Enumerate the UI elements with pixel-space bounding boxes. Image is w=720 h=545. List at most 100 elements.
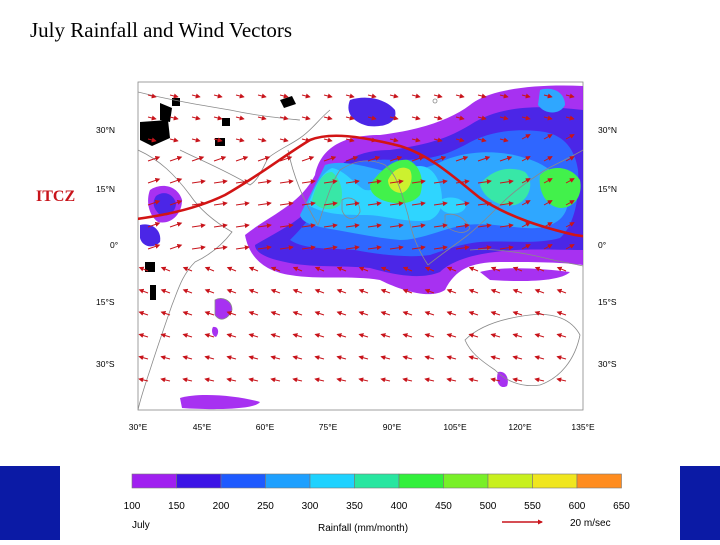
colorbar-cell <box>576 473 622 489</box>
wind-arrow <box>411 223 426 229</box>
wind-arrow <box>490 311 501 316</box>
wind-arrow <box>521 200 531 206</box>
wind-arrow <box>279 155 293 162</box>
wind-arrow <box>477 155 491 162</box>
wind-arrow <box>402 266 413 272</box>
wind-arrow <box>213 201 228 207</box>
wind-arrow <box>336 355 347 361</box>
wind-arrow <box>468 355 479 361</box>
wind-arrow <box>424 333 435 338</box>
wind-arrow <box>543 200 553 206</box>
wind-arrow <box>226 333 237 338</box>
wind-arrow <box>270 333 281 338</box>
wind-arrow <box>182 288 193 294</box>
wind-arrow <box>490 333 501 338</box>
wind-arrow <box>433 155 447 162</box>
wind-arrow <box>380 311 391 316</box>
colorbar-cell <box>131 473 177 489</box>
wind-arrow <box>160 311 171 316</box>
wind-arrow <box>235 201 250 207</box>
wind-arrow <box>279 93 289 99</box>
wind-arrow <box>213 115 223 121</box>
wind-arrow <box>455 223 470 229</box>
wind-arrow <box>138 311 149 316</box>
wind-arrow <box>411 245 426 251</box>
wind-arrow <box>521 244 531 250</box>
wind-arrow <box>477 179 492 185</box>
wind-arrow <box>402 355 413 361</box>
wind-arrow <box>543 156 553 162</box>
wind-arrow <box>402 311 413 316</box>
wind-arrow <box>301 223 316 229</box>
wind-arrow <box>213 245 228 251</box>
wind-arrow <box>301 201 316 207</box>
wind-arrow <box>270 266 281 272</box>
lon-label: 60°E <box>256 422 275 432</box>
wind-arrow <box>314 333 325 338</box>
wind-arrow <box>248 333 259 338</box>
wind-arrow <box>367 201 382 207</box>
colorbar-ticks: 100 150 200 250 300 350 400 450 500 550 600 650 <box>124 501 631 512</box>
wind-arrow <box>565 93 575 99</box>
wind-arrow <box>160 333 171 338</box>
wind-arrow <box>565 200 575 206</box>
wind-arrow <box>389 201 404 207</box>
wind-arrow <box>543 244 553 250</box>
wind-arrow <box>477 93 487 99</box>
wind-arrow <box>301 115 311 121</box>
wind-arrow <box>367 223 382 229</box>
wind-arrow <box>490 377 501 383</box>
wind-arrow <box>433 179 448 185</box>
colorbar-cells <box>131 473 622 489</box>
wind-arrow <box>147 199 161 206</box>
wind-arrow <box>477 223 492 229</box>
wind-arrow <box>235 155 249 162</box>
wind-arrow <box>226 355 237 361</box>
wind-arrow <box>257 93 267 99</box>
wind-arrow <box>147 93 157 99</box>
wind-arrow <box>521 178 531 184</box>
wind-arrow <box>235 245 250 251</box>
wind-arrow <box>512 311 523 316</box>
lat-label: 15°S <box>96 297 115 307</box>
colorbar-cell <box>309 473 355 489</box>
wind-arrow <box>213 179 228 185</box>
lon-label: 75°E <box>319 422 338 432</box>
wind-arrow <box>279 223 294 229</box>
wind-arrow <box>411 115 421 121</box>
wind-arrow <box>556 288 567 294</box>
wind-arrow <box>138 266 149 272</box>
wind-arrow <box>543 178 553 184</box>
wind-arrow <box>521 134 531 140</box>
rainfall-wind-map: 30°N 15°N 0° 15°S 30°S 30°N 15°N 0° 15°S… <box>96 81 617 432</box>
wind-arrow <box>323 179 338 185</box>
wind-arrow <box>389 115 399 121</box>
wind-arrow <box>358 333 369 338</box>
lat-labels-right: 30°N 15°N 0° 15°S 30°S <box>598 125 617 369</box>
wind-arrow <box>169 137 179 143</box>
wind-arrow <box>455 201 470 207</box>
wind-arrow <box>204 333 215 338</box>
lat-label: 30°N <box>598 125 617 135</box>
wind-arrow <box>433 115 443 121</box>
wind-arrow <box>292 311 303 316</box>
wind-arrow <box>345 201 360 207</box>
wind-arrow <box>138 377 149 383</box>
wind-arrow <box>512 288 523 294</box>
wind-arrow <box>556 333 567 338</box>
colorbar-tick-label: 150 <box>168 501 185 512</box>
wind-arrow <box>336 333 347 338</box>
wind-arrow <box>182 311 193 316</box>
wind-arrow <box>235 115 245 121</box>
wind-arrow <box>367 179 382 185</box>
lon-labels: 30°E 45°E 60°E 75°E 90°E 105°E 120°E 135… <box>129 422 595 432</box>
wind-arrow <box>367 93 377 99</box>
wind-arrow <box>213 223 228 229</box>
wind-arrow <box>512 355 523 361</box>
wind-arrow <box>468 311 479 316</box>
wind-arrow <box>345 223 360 229</box>
wind-arrow <box>169 177 183 184</box>
wind-arrow <box>235 223 250 229</box>
wind-arrow <box>213 137 223 143</box>
wind-arrow <box>147 243 161 250</box>
